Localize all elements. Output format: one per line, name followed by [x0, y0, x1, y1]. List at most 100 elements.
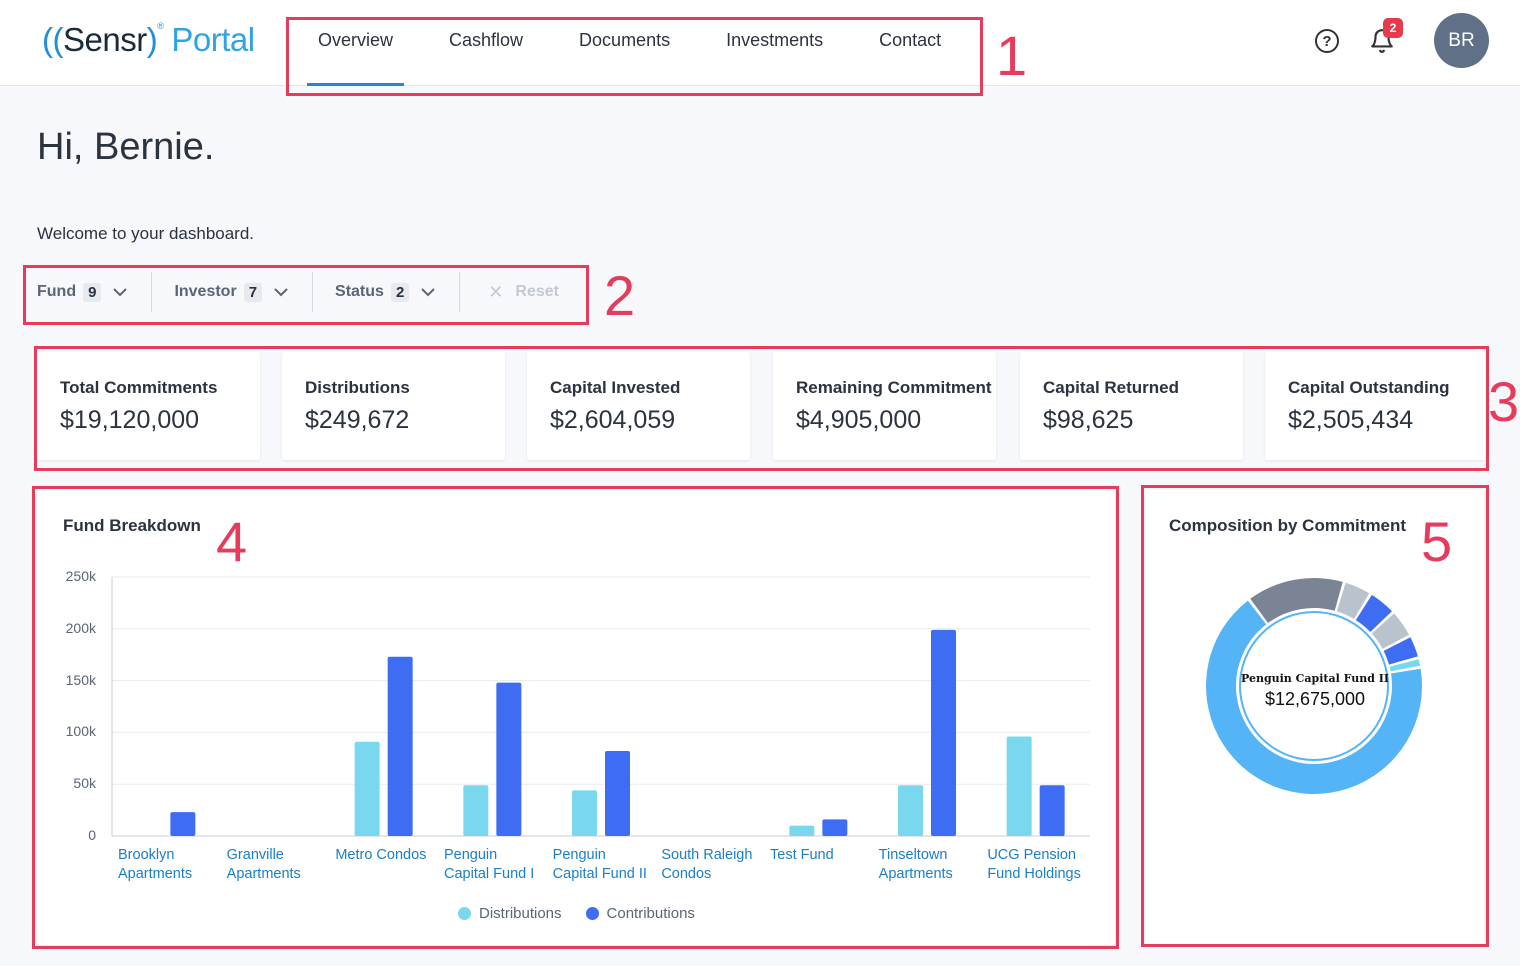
nav-contact[interactable]: Contact [879, 30, 942, 50]
y-tick-label: 250k [65, 568, 96, 584]
legend-dot-contributions [585, 907, 599, 920]
chevron-down-icon [274, 287, 288, 296]
annotation-box-1 [286, 17, 983, 96]
x-category-label-line: Brooklyn [118, 847, 175, 863]
nav-investments[interactable]: Investments [726, 30, 824, 50]
chevron-down-icon [421, 287, 435, 296]
x-category-label-line: Penguin [552, 847, 606, 863]
fund-breakdown-title: Fund Breakdown [63, 516, 201, 535]
x-category-label-line: Apartments [878, 866, 953, 882]
kpi-value: $4,905,000 [796, 406, 922, 434]
y-tick-label: 50k [73, 775, 96, 792]
x-category-label-line: Capital Fund II [552, 866, 647, 882]
chevron-down-icon [113, 287, 128, 296]
nav-documents[interactable]: Documents [579, 30, 671, 50]
x-category-label-line: Apartments [226, 866, 301, 882]
annotation-number-2: 2 [604, 264, 636, 327]
kpi-value: $19,120,000 [60, 406, 200, 434]
kpi-card-capital-invested: Capital Invested $2,604,059 [527, 352, 750, 460]
status-filter-count: 2 [390, 282, 410, 302]
y-tick-label: 0 [88, 827, 96, 843]
logo-paren-open: (( [42, 21, 63, 58]
annotation-number-1: 1 [996, 24, 1028, 87]
welcome-text: Welcome to your dashboard. [37, 224, 255, 243]
annotation-number-4: 4 [216, 510, 248, 573]
y-tick-label: 100k [65, 723, 96, 740]
kpi-value: $2,505,434 [1288, 406, 1414, 434]
x-category-label[interactable]: Tinseltown Apartments [879, 846, 953, 884]
legend-label: Distributions [479, 905, 562, 922]
notification-badge: 2 [1383, 18, 1403, 38]
investor-filter-label: Investor [174, 283, 237, 300]
kpi-label: Capital Invested [550, 378, 681, 397]
x-category-label-line: Capital Fund I [444, 866, 535, 882]
status-filter-label: Status [335, 283, 384, 300]
investor-filter-count: 7 [243, 282, 263, 302]
nav-overview[interactable]: Overview [290, 18, 421, 86]
composition-title: Composition by Commitment [1169, 516, 1407, 535]
status-filter-dropdown[interactable]: Status 2 [313, 272, 461, 312]
kpi-card-remaining-commitment: Remaining Commitment $4,905,000 [773, 352, 996, 460]
x-category-label-line: Granville [226, 847, 284, 863]
x-category-label[interactable]: Metro Condos [335, 846, 426, 865]
reset-label: Reset [515, 283, 559, 300]
x-category-label[interactable]: Brooklyn Apartments [118, 846, 192, 884]
chart-legend: Distributions Contributions [458, 905, 719, 922]
fund-filter-dropdown[interactable]: Fund 9 [26, 272, 153, 312]
fund-filter-count: 9 [83, 282, 102, 302]
x-category-label-line: Tinseltown [878, 847, 948, 863]
x-category-label[interactable]: Penguin Capital Fund II [553, 846, 647, 884]
legend-label: Contributions [606, 905, 695, 922]
x-category-label[interactable]: UCG Pension Fund Holdings [987, 846, 1081, 884]
kpi-label: Capital Outstanding [1288, 378, 1450, 397]
kpi-value: $98,625 [1043, 406, 1134, 434]
kpi-card-capital-outstanding: Capital Outstanding $2,505,434 [1265, 352, 1488, 460]
x-category-label-line: Metro Condos [335, 847, 427, 863]
main-nav: Overview Cashflow Documents Investments … [290, 18, 969, 86]
greeting-heading: Hi, Bernie. [37, 126, 215, 168]
user-avatar[interactable]: BR [1434, 13, 1489, 68]
kpi-label: Capital Returned [1043, 378, 1180, 397]
fund-filter-label: Fund [37, 283, 77, 300]
kpi-value: $2,604,059 [550, 406, 676, 434]
kpi-card-capital-returned: Capital Returned $98,625 [1020, 352, 1243, 460]
annotation-box-2 [23, 265, 589, 325]
sensr-portal-logo[interactable]: (( Sensr ) ® Portal [42, 18, 255, 62]
annotation-box-4 [32, 486, 1119, 949]
logo-brand: Sensr [62, 21, 147, 58]
x-category-label[interactable]: Test Fund [770, 846, 834, 865]
annotation-number-3: 3 [1488, 370, 1520, 433]
kpi-label: Remaining Commitment [796, 378, 992, 397]
filter-bar: Fund 9 Investor 7 Status 2 ✕ Reset [26, 268, 559, 316]
y-tick-label: 200k [65, 619, 96, 636]
top-navbar: (( Sensr ) ® Portal Overview Cashflow Do… [0, 0, 1520, 86]
help-icon[interactable]: ? [1315, 29, 1339, 53]
reset-button[interactable]: ✕ Reset [460, 282, 559, 303]
kpi-card-total-commitments: Total Commitments $19,120,000 [37, 352, 260, 460]
legend-contributions[interactable]: Contributions [585, 905, 695, 922]
donut-center-value: $12,675,000 [1264, 689, 1366, 709]
x-category-label[interactable]: South Raleigh Condos [661, 846, 752, 884]
kpi-card-distributions: Distributions $249,672 [282, 352, 505, 460]
logo-product: Portal [171, 21, 255, 58]
close-icon: ✕ [488, 281, 504, 302]
legend-dot-distributions [458, 907, 471, 920]
x-category-label-line: South Raleigh [661, 847, 753, 863]
x-category-label-line: Condos [661, 866, 712, 882]
logo-paren-close: ) [146, 21, 158, 58]
logo-registered-mark: ® [157, 21, 164, 31]
x-category-label[interactable]: Penguin Capital Fund I [444, 846, 534, 884]
x-category-label-line: Fund Holdings [987, 866, 1081, 882]
nav-cashflow[interactable]: Cashflow [449, 30, 524, 50]
x-category-label-line: Penguin [444, 847, 498, 863]
investor-filter-dropdown[interactable]: Investor 7 [152, 272, 314, 312]
x-category-label[interactable]: Granville Apartments [227, 846, 301, 884]
x-category-label-line: Apartments [118, 866, 193, 882]
x-category-label-line: UCG Pension [987, 847, 1076, 863]
annotation-box-5 [1141, 485, 1489, 947]
kpi-label: Distributions [305, 378, 410, 397]
x-category-label-line: Test Fund [770, 847, 834, 863]
legend-distributions[interactable]: Distributions [458, 905, 562, 922]
kpi-value: $249,672 [305, 406, 410, 434]
annotation-number-5: 5 [1421, 510, 1453, 573]
